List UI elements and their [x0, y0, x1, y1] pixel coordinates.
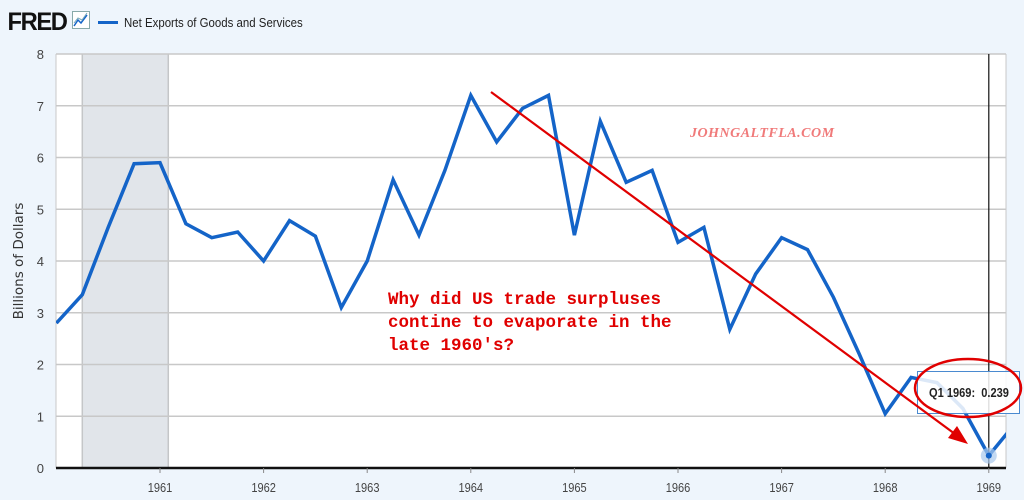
chart-header: FRED Net Exports of Goods and Services: [6, 6, 327, 38]
y-tick-label: 4: [37, 254, 44, 269]
x-tick-label: 1969: [977, 480, 1002, 495]
x-tick-label: 1966: [666, 480, 691, 495]
tooltip-label: Q1 1969:: [928, 385, 975, 400]
x-tick-label: 1964: [459, 480, 484, 495]
x-tick-label: 1968: [873, 480, 898, 495]
annotation-question: Why did US trade surpluses contine to ev…: [388, 290, 672, 356]
y-tick-label: 8: [37, 47, 44, 62]
x-tick-label: 1961: [148, 480, 173, 495]
data-tooltip: Q1 1969: 0.239: [917, 371, 1020, 414]
y-tick-label: 1: [37, 409, 44, 424]
watermark: JOHNGALTFLA.COM: [690, 126, 835, 141]
y-tick-label: 0: [37, 461, 44, 476]
y-tick-label: 2: [37, 358, 44, 373]
fred-logo[interactable]: FRED: [7, 7, 68, 36]
y-tick-label: 3: [37, 306, 44, 321]
legend-swatch: [98, 20, 119, 24]
x-tick-label: 1965: [562, 480, 587, 495]
highlight-point: [985, 452, 992, 459]
legend-label: Net Exports of Goods and Services: [124, 14, 303, 30]
x-tick-label: 1962: [251, 480, 276, 495]
y-tick-label: 7: [37, 99, 44, 114]
x-tick-label: 1963: [355, 480, 380, 495]
y-tick-label: 5: [37, 202, 44, 217]
chart-line-icon: [72, 10, 91, 34]
y-axis-label: Billions of Dollars: [11, 203, 27, 320]
tooltip-value: 0.239: [980, 385, 1009, 400]
x-tick-label: 1967: [769, 480, 794, 495]
y-tick-label: 6: [37, 151, 44, 166]
legend[interactable]: Net Exports of Goods and Services: [98, 15, 327, 30]
